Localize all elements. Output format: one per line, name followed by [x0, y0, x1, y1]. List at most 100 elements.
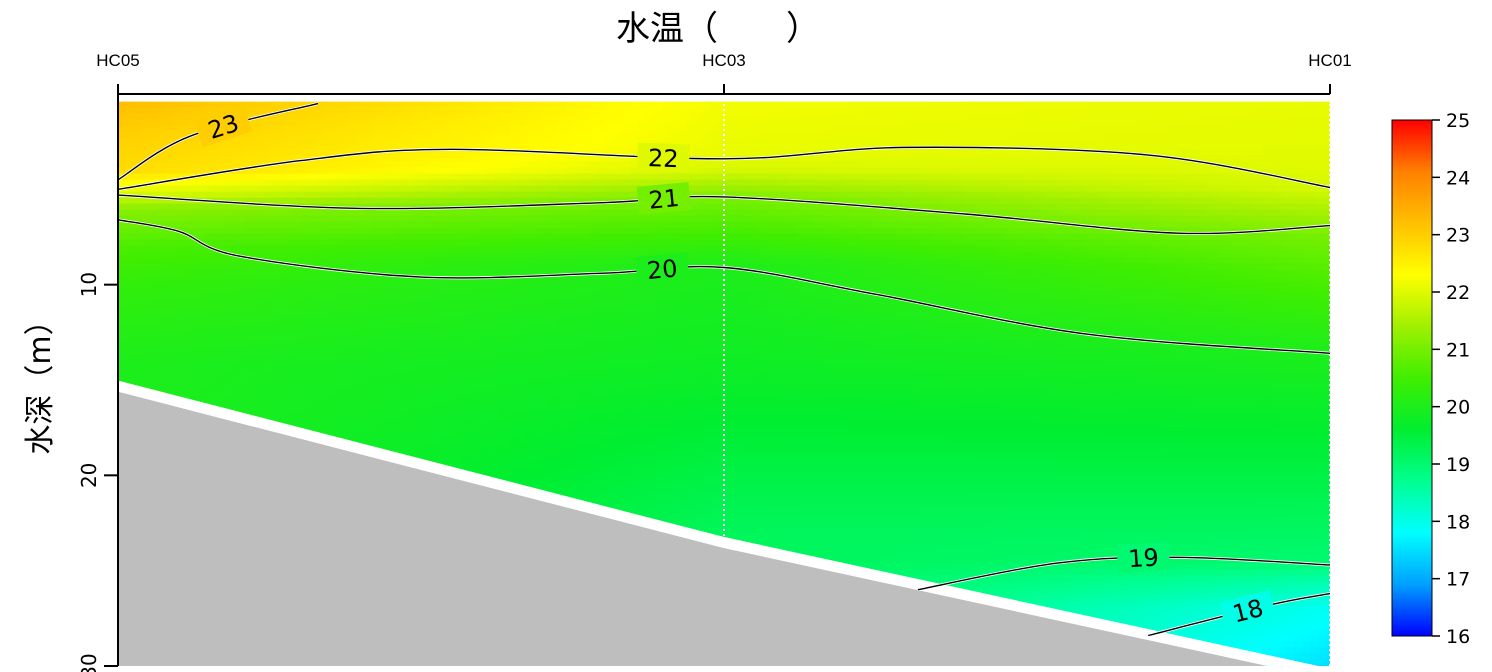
temperature-cell: [142, 251, 151, 259]
temperature-cell: [542, 251, 551, 259]
temperature-cell: [318, 353, 327, 361]
temperature-cell: [126, 377, 135, 385]
temperature-cell: [342, 329, 351, 337]
temperature-cell: [454, 287, 463, 295]
temperature-cell: [374, 131, 383, 139]
temperature-cell: [334, 119, 343, 127]
temperature-cell: [734, 221, 743, 229]
temperature-cell: [406, 425, 415, 433]
temperature-cell: [462, 179, 471, 187]
temperature-cell: [574, 437, 583, 445]
temperature-cell: [310, 287, 319, 295]
temperature-cell: [694, 215, 703, 223]
temperature-cell: [566, 359, 575, 367]
temperature-cell: [566, 329, 575, 337]
temperature-cell: [526, 299, 535, 307]
temperature-cell: [702, 107, 711, 115]
temperature-cell: [510, 287, 519, 295]
temperature-cell: [502, 413, 511, 421]
temperature-cell: [334, 113, 343, 121]
temperature-cell: [598, 215, 607, 223]
temperature-cell: [630, 479, 639, 487]
temperature-cell: [286, 209, 295, 217]
temperature-cell: [214, 347, 223, 355]
temperature-cell: [502, 299, 511, 307]
temperature-cell: [750, 377, 759, 385]
temperature-cell: [286, 305, 295, 313]
temperature-cell: [710, 359, 719, 367]
temperature-cell: [694, 107, 703, 115]
temperature-cell: [606, 467, 615, 475]
temperature-cell: [622, 371, 631, 379]
temperature-cell: [342, 371, 351, 379]
temperature-cell: [318, 407, 327, 415]
temperature-cell: [262, 173, 271, 181]
temperature-cell: [614, 167, 623, 175]
temperature-cell: [238, 137, 247, 145]
temperature-cell: [590, 485, 599, 493]
temperature-cell: [190, 191, 199, 199]
temperature-cell: [518, 407, 527, 415]
temperature-cell: [542, 215, 551, 223]
temperature-cell: [750, 467, 759, 475]
temperature-cell: [366, 395, 375, 403]
temperature-cell: [302, 137, 311, 145]
temperature-cell: [262, 107, 271, 115]
temperature-cell: [246, 131, 255, 139]
temperature-cell: [630, 311, 639, 319]
temperature-cell: [502, 293, 511, 301]
temperature-cell: [254, 353, 263, 361]
temperature-cell: [486, 329, 495, 337]
temperature-cell: [334, 239, 343, 247]
temperature-cell: [622, 431, 631, 439]
temperature-cell: [230, 287, 239, 295]
temperature-cell: [358, 395, 367, 403]
temperature-cell: [590, 161, 599, 169]
temperature-cell: [622, 329, 631, 337]
temperature-cell: [390, 419, 399, 427]
temperature-cell: [630, 341, 639, 349]
temperature-cell: [374, 425, 383, 433]
temperature-cell: [574, 161, 583, 169]
temperature-cell: [654, 107, 663, 115]
temperature-cell: [406, 143, 415, 151]
temperature-cell: [718, 209, 727, 217]
temperature-cell: [550, 443, 559, 451]
temperature-cell: [694, 269, 703, 277]
temperature-cell: [454, 155, 463, 163]
temperature-cell: [486, 389, 495, 397]
temperature-cell: [750, 257, 759, 265]
temperature-cell: [542, 257, 551, 265]
temperature-cell: [710, 437, 719, 445]
temperature-cell: [406, 347, 415, 355]
temperature-cell: [598, 395, 607, 403]
temperature-cell: [166, 377, 175, 385]
temperature-cell: [750, 515, 759, 523]
temperature-cell: [494, 227, 503, 235]
temperature-cell: [382, 299, 391, 307]
temperature-cell: [366, 215, 375, 223]
temperature-cell: [158, 107, 167, 115]
temperature-cell: [710, 467, 719, 475]
temperature-cell: [342, 173, 351, 181]
temperature-cell: [430, 377, 439, 385]
temperature-cell: [302, 257, 311, 265]
temperature-cell: [750, 365, 759, 373]
temperature-cell: [206, 317, 215, 325]
temperature-cell: [630, 449, 639, 457]
temperature-cell: [366, 407, 375, 415]
temperature-cell: [206, 191, 215, 199]
temperature-cell: [374, 311, 383, 319]
temperature-cell: [326, 143, 335, 151]
temperature-cell: [470, 419, 479, 427]
temperature-cell: [478, 359, 487, 367]
temperature-cell: [550, 179, 559, 187]
temperature-cell: [286, 377, 295, 385]
temperature-cell: [614, 395, 623, 403]
temperature-cell: [334, 371, 343, 379]
temperature-cell: [478, 449, 487, 457]
temperature-cell: [526, 263, 535, 271]
temperature-cell: [454, 263, 463, 271]
temperature-cell: [382, 365, 391, 373]
temperature-cell: [678, 317, 687, 325]
